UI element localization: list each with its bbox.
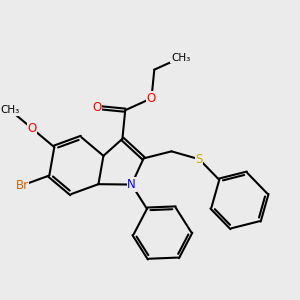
Text: CH₃: CH₃ (1, 105, 20, 115)
Text: S: S (196, 153, 203, 166)
Text: N: N (127, 178, 136, 191)
Text: Br: Br (16, 179, 29, 192)
Text: O: O (147, 92, 156, 105)
Text: O: O (28, 122, 37, 135)
Text: CH₃: CH₃ (171, 53, 190, 63)
Text: O: O (92, 101, 101, 114)
